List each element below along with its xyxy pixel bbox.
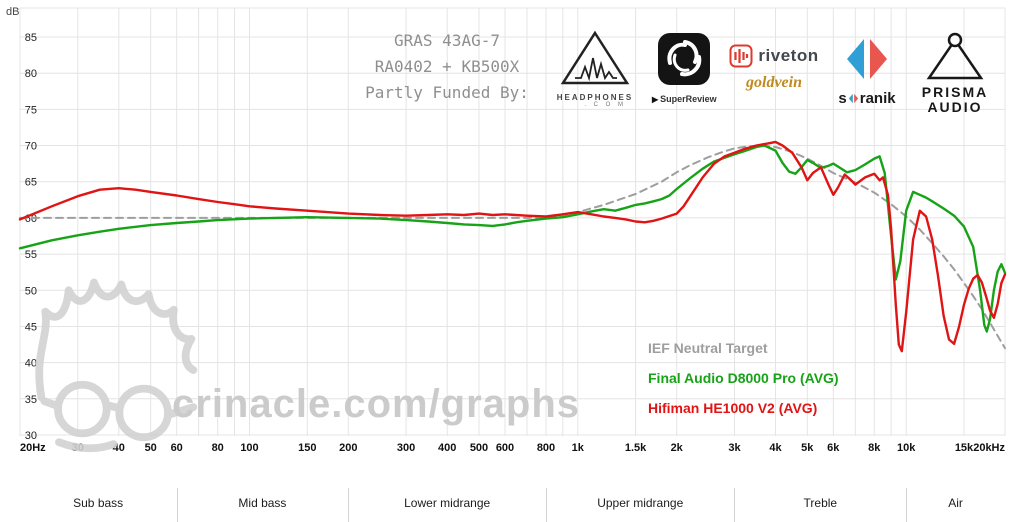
title-line-rig: GRAS 43AG-7 [394,31,500,50]
x-tick-label: 1k [572,442,585,454]
x-tick-label: 400 [438,442,456,454]
band-divider [734,488,736,522]
headphones-com-wordmark: HEADPHONES [556,93,634,102]
legend-item-final-audio-d8000-pro[interactable]: Final Audio D8000 Pro (AVG) [648,370,839,386]
title-line-funded: Partly Funded By: [365,83,529,102]
superreview-wordmark: ▶ SuperReview [652,94,717,104]
goldvein-wordmark[interactable]: goldvein [746,74,802,91]
x-tick-label: 100 [240,442,258,454]
headphones-com-logo[interactable]: HEADPHONES . C O M [556,30,634,108]
band-divider [546,488,547,522]
prisma-wordmark-line1: PRISMA [921,84,989,100]
x-tick-label: 50 [145,442,157,454]
y-tick-label: 55 [25,249,37,261]
band-divider [176,488,178,522]
x-tick-label: 8k [868,442,881,454]
y-axis-unit-label: dB [6,6,20,18]
superreview-icon [658,33,710,85]
y-tick-label: 30 [25,430,37,442]
riveton-wordmark: riveton [758,46,819,65]
headphones-com-suffix: . C O M [584,102,626,108]
y-tick-label: 65 [25,177,37,189]
x-tick-label: 2k [671,442,684,454]
x-tick-label: 4k [769,442,782,454]
x-tick-label: 150 [298,442,316,454]
series-curve-1 [18,144,1007,333]
band-label: Air [948,496,963,510]
x-tick-label: 1.5k [625,442,647,454]
headphones-com-triangle-icon [560,30,630,85]
x-tick-label: 600 [496,442,514,454]
band-label: Lower midrange [404,496,491,510]
superreview-logo[interactable]: ▶ SuperReview [652,33,717,104]
x-tick-label: 60 [171,442,183,454]
legend-item-hifiman-he1000-v2[interactable]: Hifiman HE1000 V2 (AVG) [648,400,818,416]
y-tick-label: 45 [25,322,37,334]
prisma-audio-triangle-icon [926,32,984,80]
band-label: Sub bass [73,496,124,510]
x-tick-label: 15k [955,442,974,454]
x-tick-label: 500 [470,442,488,454]
series-curve-0 [19,144,1006,350]
y-tick-label: 50 [25,285,37,297]
prisma-wordmark-line2: AUDIO [927,99,983,115]
prisma-audio-logo[interactable]: PRISMA AUDIO [916,32,994,115]
soranik-diamond-icon [847,39,887,79]
watermark-text: crinacle.com/graphs [172,382,581,426]
band-label: Mid bass [238,496,287,510]
band-divider [348,488,350,522]
band-label: Treble [803,496,838,510]
series-curve-2 [18,140,1007,353]
legend: IEF Neutral Target Final Audio D8000 Pro… [648,340,839,430]
soranik-text-ranik: ranik [859,90,896,107]
soranik-wordmark: s ranik [836,90,898,107]
x-tick-label: 10k [897,442,916,454]
crinacle-mascot-watermark [20,258,205,453]
y-tick-label: 80 [25,68,37,80]
band-label: Upper midrange [597,496,684,510]
x-tick-label: 300 [397,442,415,454]
y-tick-label: 85 [25,32,37,44]
x-tick-label: 3k [728,442,741,454]
y-tick-label: 70 [25,141,37,153]
x-tick-label: 200 [339,442,357,454]
x-tick-label: 5k [801,442,814,454]
riveton-logo[interactable]: riveton goldvein [726,44,822,92]
play-icon: ▶ [652,95,659,104]
soranik-o-icon [848,93,858,104]
mascot-doodle-icon [35,278,198,453]
y-tick-label: 40 [25,358,37,370]
y-tick-label: 35 [25,394,37,406]
x-tick-label: 20kHz [973,442,1005,454]
title-line-coupler: RA0402 + KB500X [374,57,520,76]
superreview-label: SuperReview [660,94,717,104]
legend-item-ief-neutral-target[interactable]: IEF Neutral Target [648,340,768,356]
soranik-text-s: s [838,90,847,107]
soranik-logo[interactable]: s ranik [836,36,898,107]
x-tick-label: 6k [827,442,840,454]
x-tick-label: 20Hz [20,442,46,454]
y-tick-label: 75 [25,104,37,116]
measurement-rig-title: GRAS 43AG-7 RA0402 + KB500X Partly Funde… [287,28,607,106]
x-tick-label: 80 [212,442,224,454]
x-tick-label: 800 [537,442,555,454]
riveton-bars-icon [729,44,753,68]
band-divider [906,488,908,522]
